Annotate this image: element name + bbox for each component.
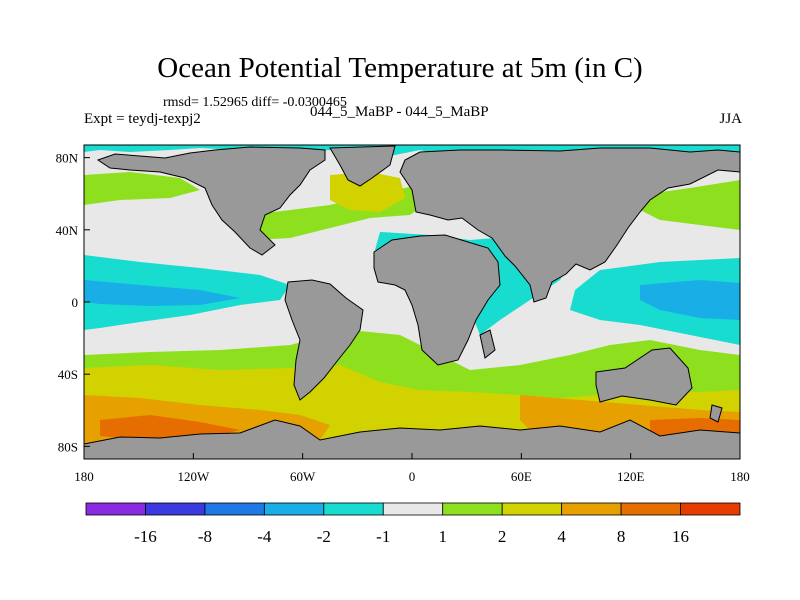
colorbar-swatch — [680, 502, 741, 516]
colorbar-label: 8 — [617, 527, 626, 546]
subtitle: 044_5_MaBP - 044_5_MaBP — [310, 104, 489, 120]
land-south-america — [284, 279, 364, 401]
colorbar-swatch — [382, 502, 444, 516]
colorbar-label: -1 — [376, 527, 390, 546]
x-axis: 180 120W 60W 0 60E 120E 180 — [74, 453, 750, 484]
land-eurasia — [399, 147, 740, 303]
colorbar-swatch — [620, 502, 681, 516]
x-tick-label: 180 — [74, 469, 94, 484]
colorbar-swatch — [561, 502, 622, 516]
field-nw-pacific-green — [640, 180, 740, 230]
land-greenland — [329, 145, 396, 187]
colorbar-label: 1 — [438, 527, 447, 546]
land-masses — [84, 145, 740, 459]
colorbar-label: -2 — [317, 527, 331, 546]
colorbar-swatch — [145, 502, 206, 516]
y-tick-label: 0 — [72, 295, 79, 310]
x-tick-label: 60E — [511, 469, 532, 484]
field-west-pacific-blue — [640, 280, 740, 320]
land-north-america — [96, 146, 326, 256]
x-tick-label: 0 — [409, 469, 416, 484]
colorbar-swatch — [323, 502, 384, 516]
y-tick-label: 40S — [58, 367, 78, 382]
field-east-pacific-blue — [84, 280, 240, 306]
y-tick-label: 80N — [56, 151, 79, 166]
land-africa — [373, 234, 501, 366]
field-north-atlantic-yellow — [330, 172, 405, 212]
y-axis: 80N 40N 0 40S 80S — [56, 151, 90, 454]
colorbar-label: 16 — [672, 527, 689, 546]
colorbar-swatch — [85, 502, 146, 516]
colorbar-label: -16 — [134, 527, 157, 546]
y-tick-label: 80S — [58, 439, 78, 454]
colorbar: -16 -8 -4 -2 -1 1 2 4 8 16 — [85, 502, 741, 546]
colorbar-swatch — [263, 502, 325, 516]
colorbar-swatch — [442, 502, 503, 516]
y-tick-label: 40N — [56, 223, 79, 238]
colorbar-swatch — [204, 502, 265, 516]
chart-title: Ocean Potential Temperature at 5m (in C) — [157, 52, 643, 84]
stats-line: rmsd= 1.52965 diff= -0.0300465 — [163, 95, 347, 110]
land-new-zealand — [709, 404, 723, 423]
colorbar-label: 4 — [557, 527, 566, 546]
experiment-label: Expt = teydj-texpj2 — [84, 111, 201, 127]
land-australia — [595, 347, 693, 406]
land-madagascar — [479, 329, 496, 359]
colorbar-swatch — [501, 502, 563, 516]
x-tick-label: 120W — [177, 469, 210, 484]
x-tick-label: 120E — [617, 469, 645, 484]
season-label: JJA — [719, 111, 742, 127]
x-tick-label: 60W — [290, 469, 316, 484]
field-north-pacific-green — [84, 172, 200, 205]
colorbar-label: -8 — [198, 527, 212, 546]
land-antarctica — [84, 419, 740, 459]
colorbar-label: 2 — [498, 527, 507, 546]
x-tick-label: 180 — [730, 469, 750, 484]
colorbar-label: -4 — [257, 527, 272, 546]
